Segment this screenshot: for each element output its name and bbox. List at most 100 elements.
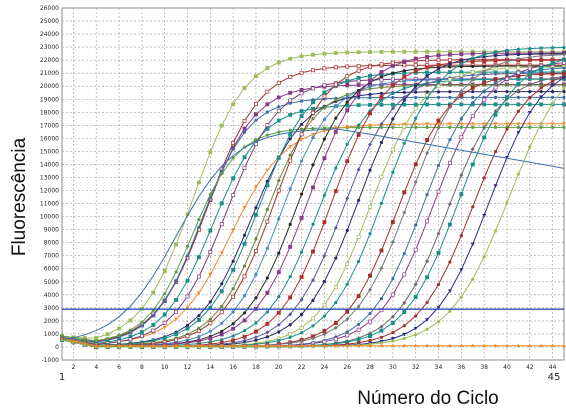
data-point xyxy=(288,295,293,300)
data-point xyxy=(322,51,327,56)
data-point xyxy=(231,140,236,145)
x-tick-label: 36 xyxy=(457,364,465,371)
data-point xyxy=(219,343,224,348)
data-point xyxy=(482,69,487,74)
y-tick-label: 19000 xyxy=(40,96,59,103)
data-point xyxy=(345,309,350,314)
data-point xyxy=(196,255,201,260)
data-point xyxy=(471,83,475,87)
data-point xyxy=(448,83,452,87)
data-point xyxy=(345,262,350,267)
data-point xyxy=(357,88,361,93)
curve-line xyxy=(61,128,565,341)
data-point xyxy=(288,158,293,163)
data-point xyxy=(482,89,486,93)
data-point xyxy=(516,70,521,75)
x-tick-label: 34 xyxy=(435,364,443,371)
data-point xyxy=(368,64,372,69)
data-point xyxy=(550,67,555,71)
data-point xyxy=(242,130,247,134)
data-point xyxy=(333,343,338,348)
data-point xyxy=(413,102,418,107)
data-point xyxy=(425,81,430,86)
x-tick-label: 32 xyxy=(412,364,420,371)
data-point xyxy=(345,159,350,164)
data-point xyxy=(391,330,395,335)
data-point xyxy=(471,277,475,281)
data-point xyxy=(482,122,487,126)
data-point xyxy=(470,122,475,126)
data-point xyxy=(516,343,521,348)
data-point xyxy=(311,126,315,131)
data-point xyxy=(493,50,498,54)
data-point xyxy=(311,185,315,190)
data-point xyxy=(162,320,167,325)
data-point xyxy=(471,125,475,129)
data-point xyxy=(254,142,258,147)
data-point xyxy=(333,325,338,330)
data-point xyxy=(311,343,315,348)
data-point xyxy=(436,118,441,123)
data-point xyxy=(276,155,281,160)
data-point xyxy=(470,114,475,119)
data-point xyxy=(425,318,430,322)
data-point xyxy=(265,110,269,114)
data-point xyxy=(390,343,395,348)
data-point xyxy=(402,336,406,341)
data-point xyxy=(402,86,406,91)
data-point xyxy=(140,324,144,328)
data-point xyxy=(162,325,167,330)
data-point xyxy=(333,129,338,134)
data-point xyxy=(242,86,247,90)
data-point xyxy=(447,57,452,62)
data-point xyxy=(459,295,463,299)
data-point xyxy=(334,166,338,170)
data-point xyxy=(368,79,372,83)
data-point xyxy=(265,168,270,173)
data-point xyxy=(299,215,304,220)
data-point xyxy=(447,343,452,348)
data-point xyxy=(242,165,247,170)
data-point xyxy=(390,219,395,224)
data-point xyxy=(208,329,212,333)
data-point xyxy=(368,338,372,343)
data-point xyxy=(493,85,498,90)
data-point xyxy=(379,248,384,253)
y-tick-label: 3000 xyxy=(44,305,59,312)
data-point xyxy=(162,343,167,348)
data-point xyxy=(402,84,406,88)
data-point xyxy=(345,228,349,233)
data-point xyxy=(539,102,544,107)
data-point xyxy=(253,343,258,348)
data-point xyxy=(368,168,372,172)
data-point xyxy=(174,279,178,283)
data-point xyxy=(345,330,349,334)
data-point xyxy=(174,309,179,314)
data-point xyxy=(208,343,213,348)
data-point xyxy=(231,259,235,263)
x-tick-label: 14 xyxy=(206,364,214,371)
data-point xyxy=(345,142,349,146)
data-point xyxy=(390,239,395,244)
data-point xyxy=(368,334,372,338)
data-point xyxy=(414,333,418,337)
data-point xyxy=(562,125,566,129)
data-point xyxy=(197,334,201,339)
data-point xyxy=(242,329,247,333)
data-point xyxy=(117,343,122,348)
data-point xyxy=(311,86,315,91)
x-tick-label: 44 xyxy=(549,364,557,371)
data-point xyxy=(311,110,315,115)
data-point xyxy=(265,102,270,107)
data-point xyxy=(117,333,121,337)
data-point xyxy=(436,95,441,100)
data-point xyxy=(299,339,304,344)
data-point xyxy=(550,61,555,65)
data-point xyxy=(356,75,361,80)
data-point xyxy=(242,318,247,323)
data-point xyxy=(242,241,247,246)
data-point xyxy=(288,332,293,337)
data-point xyxy=(83,337,87,342)
data-point xyxy=(357,259,361,263)
y-axis-label: Fluorescência xyxy=(9,137,30,257)
